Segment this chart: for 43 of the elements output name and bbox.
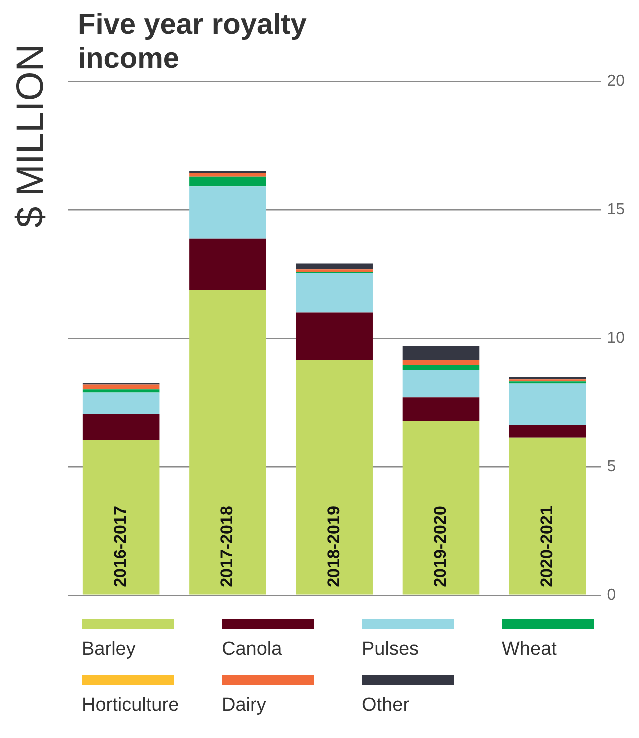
- x-tick-label: 2016-2017: [111, 506, 130, 588]
- bar: [296, 360, 373, 595]
- y-tick-label: 15: [607, 201, 626, 218]
- bar: [190, 173, 266, 177]
- legend-label: Horticulture: [82, 695, 180, 717]
- x-tick-label: 2017-2018: [218, 506, 237, 588]
- bar: [296, 270, 373, 272]
- bar: [190, 186, 266, 239]
- legend-label: Canola: [222, 639, 284, 661]
- bar: [296, 312, 373, 360]
- bar: [190, 290, 266, 595]
- x-tick-label: 2020-2021: [538, 506, 557, 588]
- y-axis-title: $ MILLION: [10, 43, 53, 228]
- legend-label: Wheat: [502, 639, 558, 661]
- bar: [402, 365, 480, 370]
- bar: [402, 370, 480, 398]
- bar: [402, 360, 480, 366]
- y-tick-label: 0: [607, 586, 616, 604]
- bar: [402, 421, 480, 595]
- bar: [190, 238, 266, 290]
- bar: [402, 346, 480, 360]
- bar: [82, 392, 160, 414]
- x-tick-label: 2018-2019: [324, 506, 344, 588]
- bar: [296, 274, 373, 313]
- y-tick-label: 20: [607, 73, 626, 90]
- bar: [82, 390, 160, 393]
- bar: [402, 398, 480, 422]
- legend-label: Pulses: [362, 639, 420, 661]
- bar: [509, 438, 586, 595]
- chart-title: Five year royalty income: [78, 8, 308, 76]
- y-tick-label: 5: [607, 458, 616, 476]
- bar: [82, 384, 160, 390]
- legend-label: Other: [362, 695, 411, 717]
- bar: [509, 425, 586, 438]
- bar: [509, 384, 586, 426]
- x-tick-label: 2019-2020: [430, 506, 450, 588]
- bar: [190, 176, 266, 187]
- legend-label: Dairy: [222, 695, 268, 717]
- bar: [82, 440, 160, 595]
- bar: [82, 414, 160, 440]
- bar: [296, 264, 373, 270]
- legend-label: Barley: [82, 639, 137, 661]
- y-tick-label: 10: [607, 330, 626, 347]
